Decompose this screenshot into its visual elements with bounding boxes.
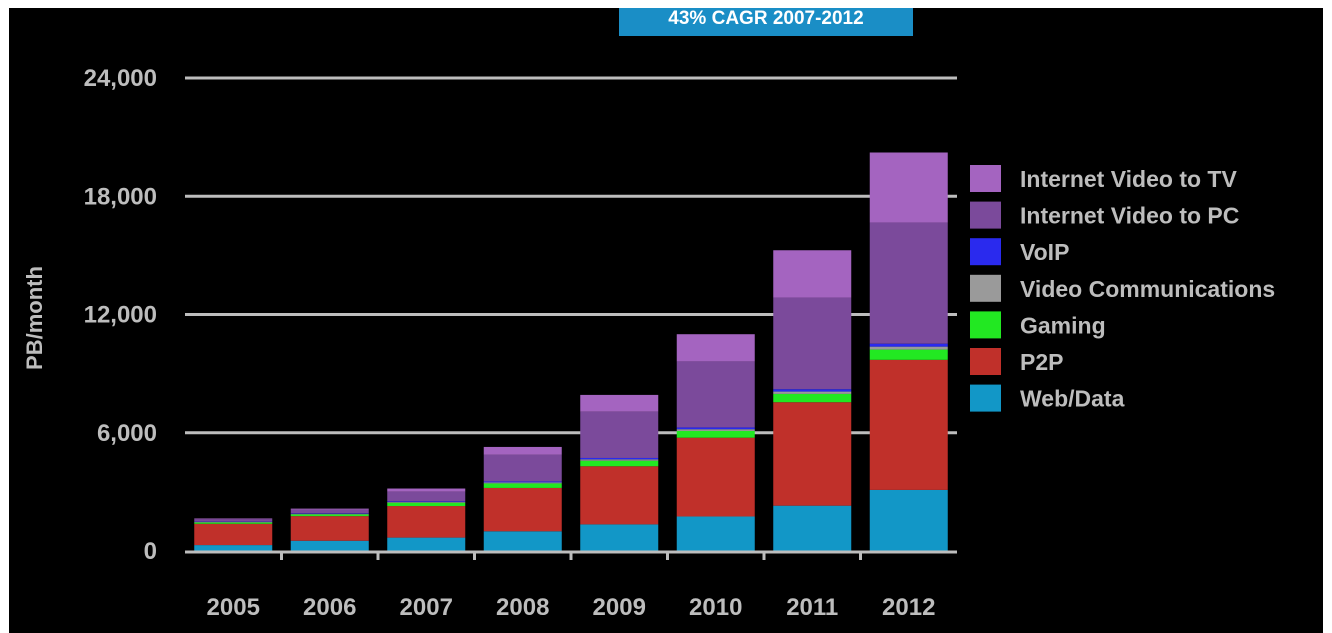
- bar-segment-internet-video-to-pc-2006: [290, 509, 369, 514]
- bar-segment-video-communications-2009: [580, 459, 659, 461]
- x-tick-label: 2006: [303, 594, 356, 621]
- stacked-bar-chart: 0 6,000 12,000 18,000 24,000 PB/month 2005 2006…: [22, 65, 1275, 621]
- bar-segment-voip-2007: [387, 501, 466, 503]
- bar-segment-video-communications-2011: [773, 391, 852, 394]
- legend-swatch: [970, 238, 1001, 266]
- bar-segment-p2p-2006: [290, 516, 369, 541]
- bar-segment-gaming-2006: [290, 514, 369, 517]
- bar-segment-p2p-2010: [676, 437, 755, 517]
- bar-segment-gaming-2007: [387, 502, 466, 507]
- bars: [194, 152, 948, 551]
- bar-segment-p2p-2007: [387, 506, 466, 538]
- x-tick-label: 2009: [593, 594, 646, 621]
- bar-segment-video-communications-2010: [676, 429, 755, 431]
- bar-segment-internet-video-to-pc-2008: [483, 454, 562, 482]
- bar-segment-voip-2012: [869, 343, 948, 347]
- legend-label: Internet Video to TV: [1020, 166, 1237, 192]
- bar-segment-internet-video-to-pc-2005: [194, 519, 273, 522]
- bar-segment-video-communications-2012: [869, 346, 948, 350]
- x-tick-label: 2012: [882, 594, 935, 621]
- y-tick-label: 6,000: [97, 420, 157, 447]
- bar-segment-internet-video-to-tv-2008: [483, 446, 562, 455]
- legend-label: Internet Video to PC: [1020, 203, 1239, 229]
- bar-segment-p2p-2012: [869, 359, 948, 490]
- bar-segment-gaming-2011: [773, 393, 852, 403]
- x-tick-label: 2011: [786, 594, 838, 621]
- bar-segment-web-data-2008: [483, 531, 562, 551]
- bar-segment-p2p-2011: [773, 402, 852, 506]
- legend-label: Video Communications: [1020, 276, 1275, 302]
- bar-segment-internet-video-to-tv-2006: [290, 508, 369, 510]
- bar-segment-web-data-2012: [869, 489, 948, 551]
- bar-segment-voip-2011: [773, 389, 852, 392]
- bar-segment-gaming-2005: [194, 522, 273, 524]
- y-tick-label: 18,000: [84, 183, 157, 210]
- bar-segment-internet-video-to-tv-2010: [676, 334, 755, 362]
- legend-swatch: [970, 165, 1001, 192]
- bar-segment-web-data-2007: [387, 537, 466, 551]
- bar-segment-voip-2010: [676, 427, 755, 430]
- bar-segment-video-communications-2008: [483, 482, 562, 484]
- bar-segment-web-data-2011: [773, 505, 852, 551]
- bar-segment-internet-video-to-pc-2011: [773, 297, 852, 390]
- bar-segment-voip-2008: [483, 481, 562, 483]
- axes: 0 6,000 12,000 18,000 24,000 PB/month 2005 2006…: [22, 65, 957, 621]
- bar-segment-internet-video-to-tv-2007: [387, 488, 466, 492]
- bar-segment-gaming-2008: [483, 483, 562, 488]
- y-tick-label: 0: [144, 538, 157, 565]
- bar-segment-web-data-2009: [580, 524, 659, 551]
- bar-segment-internet-video-to-pc-2007: [387, 491, 466, 502]
- legend-swatch: [970, 311, 1001, 339]
- x-tick-label: 2010: [689, 594, 742, 621]
- bar-segment-internet-video-to-tv-2012: [869, 152, 948, 223]
- y-tick-label: 12,000: [84, 302, 157, 329]
- bar-segment-web-data-2006: [290, 540, 369, 551]
- bar-segment-internet-video-to-pc-2009: [580, 411, 659, 458]
- legend-label: P2P: [1020, 349, 1063, 375]
- bar-segment-web-data-2010: [676, 516, 755, 551]
- bar-segment-internet-video-to-pc-2012: [869, 222, 948, 344]
- y-tick-label: 24,000: [84, 65, 157, 92]
- bar-segment-voip-2009: [580, 457, 659, 460]
- legend: Internet Video to TV Internet Video to PC…: [970, 165, 1275, 412]
- bar-segment-internet-video-to-pc-2010: [676, 361, 755, 428]
- bar-segment-video-communications-2007: [387, 502, 466, 503]
- legend-label: Gaming: [1020, 312, 1106, 338]
- x-tick-label: 2007: [400, 594, 453, 621]
- legend-swatch: [970, 274, 1001, 302]
- bar-segment-gaming-2010: [676, 430, 755, 438]
- y-axis-label: PB/month: [22, 266, 47, 370]
- x-tick-label: 2008: [496, 594, 549, 621]
- bar-segment-gaming-2012: [869, 349, 948, 360]
- bar-segment-internet-video-to-tv-2005: [194, 518, 273, 520]
- bar-segment-web-data-2005: [194, 545, 273, 551]
- x-tick-label: 2005: [207, 594, 260, 621]
- bar-segment-gaming-2009: [580, 460, 659, 467]
- bar-segment-p2p-2008: [483, 487, 562, 532]
- legend-swatch: [970, 384, 1001, 412]
- legend-swatch: [970, 201, 1001, 229]
- legend-label: VoIP: [1020, 239, 1069, 265]
- legend-swatch: [970, 348, 1001, 375]
- cagr-badge: 43% CAGR 2007-2012: [619, 8, 913, 36]
- bar-segment-internet-video-to-tv-2009: [580, 394, 659, 412]
- bar-segment-internet-video-to-tv-2011: [773, 250, 852, 298]
- bar-segment-p2p-2009: [580, 466, 659, 525]
- legend-label: Web/Data: [1020, 386, 1125, 412]
- bar-segment-p2p-2005: [194, 523, 273, 546]
